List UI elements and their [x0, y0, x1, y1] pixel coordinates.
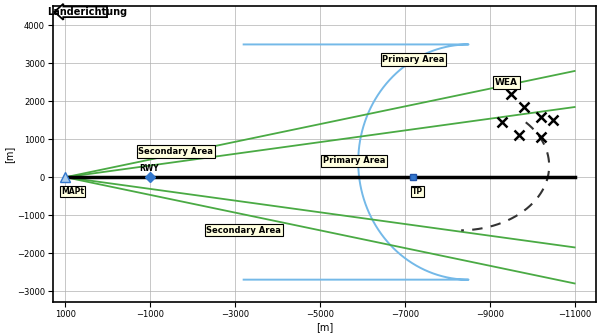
Text: Primary Area: Primary Area	[323, 156, 385, 165]
X-axis label: [m]: [m]	[316, 322, 333, 332]
Text: MAPt: MAPt	[61, 187, 84, 196]
Text: RWY: RWY	[139, 164, 159, 173]
Text: Secondary Area: Secondary Area	[206, 226, 281, 235]
Text: Landerichtung: Landerichtung	[47, 7, 127, 17]
Text: TP: TP	[412, 187, 423, 196]
Text: Secondary Area: Secondary Area	[139, 147, 213, 156]
FancyBboxPatch shape	[55, 4, 107, 20]
Y-axis label: [m]: [m]	[4, 146, 14, 163]
Text: WEA: WEA	[495, 78, 518, 87]
Text: Primary Area: Primary Area	[382, 55, 445, 64]
